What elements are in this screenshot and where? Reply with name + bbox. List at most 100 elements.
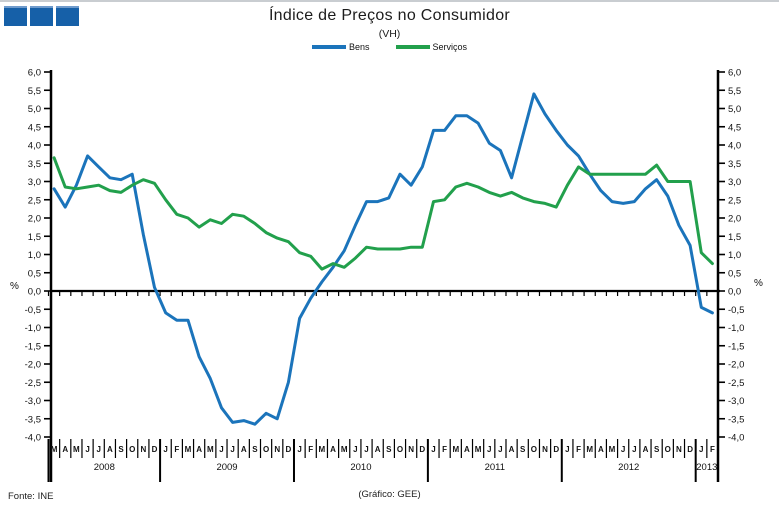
month-label: N [408,445,414,454]
month-label: O [665,445,671,454]
month-label: M [207,445,214,454]
y-tick-label-right: 5,5 [728,86,741,97]
y-tick-label-right: 2,0 [728,214,741,225]
legend-swatch-bens [311,45,346,49]
y-tick-label-right: -1,5 [728,341,744,352]
month-label: M [586,445,593,454]
month-label: S [654,445,660,454]
month-label: N [274,445,280,454]
month-label: D [553,445,559,454]
y-tick-label-right: -2,0 [728,360,744,371]
month-label: J [565,445,569,454]
y-tick-label-left: 4,0 [28,141,41,152]
month-label: J [431,445,435,454]
month-label: D [419,445,425,454]
y-tick-label-left: 2,5 [28,195,41,206]
y-tick-label-left: 5,0 [28,104,41,115]
chart-subtitle: (VH) [378,28,401,40]
month-label: F [174,445,179,454]
month-label: M [319,445,326,454]
y-tick-label-right: 6,0 [728,68,741,79]
month-label: S [520,445,526,454]
month-label: M [475,445,482,454]
chart-title: Índice de Preços no Consumidor [268,7,511,24]
month-label: F [710,445,715,454]
month-label: S [252,445,258,454]
year-label: 2009 [216,462,237,473]
y-tick-label-right: 5,0 [728,104,741,115]
year-label: 2013 [696,462,717,473]
source-note: Fonte: INE [8,491,54,502]
y-tick-label-right: -3,5 [728,414,744,425]
y-tick-label-left: -3,5 [25,414,41,425]
month-label: N [676,445,682,454]
y-tick-label-left: 4,5 [28,122,41,133]
month-label: A [509,445,515,454]
year-label: 2011 [485,462,505,473]
y-tick-label-left: 5,5 [28,86,41,97]
y-tick-label-right: 4,5 [728,122,741,133]
month-label: J [487,445,491,454]
month-label: J [699,445,703,454]
month-label: A [241,445,247,454]
y-tick-label-left: -1,5 [25,341,41,352]
month-label: A [62,445,68,454]
y-tick-label-right: -0,5 [728,305,744,316]
month-label: J [632,445,636,454]
month-label: J [297,445,301,454]
credit-note: (Gráfico: GEE) [358,489,421,500]
logo-square [30,6,53,26]
month-label: O [531,445,537,454]
y-axis-unit-right: % [754,278,763,289]
legend-item-servicos: Serviços [395,42,467,52]
y-tick-label-left: 0,5 [28,268,41,279]
y-tick-label-right: 0,0 [728,287,741,298]
month-label: M [73,445,80,454]
month-label: S [386,445,392,454]
month-label: J [85,445,89,454]
y-tick-label-left: 1,0 [28,250,41,261]
month-label: A [598,445,604,454]
month-label: J [230,445,234,454]
y-tick-label-right: -4,0 [728,433,744,444]
y-tick-label-left: -1,0 [25,323,41,334]
month-label: A [464,445,470,454]
year-label: 2012 [618,462,639,473]
y-tick-label-right: -1,0 [728,323,744,334]
month-label: A [107,445,113,454]
y-tick-label-left: -3,0 [25,396,41,407]
legend-swatch-servicos [395,45,430,49]
y-tick-label-right: 4,0 [728,141,741,152]
month-label: O [397,445,403,454]
month-label: N [140,445,146,454]
month-label: M [185,445,192,454]
y-tick-label-right: 3,5 [728,159,741,170]
y-tick-label-right: 2,5 [728,195,741,206]
logo-square [56,6,79,26]
legend-label-bens: Bens [348,42,370,52]
month-label: J [621,445,625,454]
month-label: J [364,445,368,454]
chart-legend: Bens Serviços [0,42,779,52]
month-label: M [51,445,58,454]
logo-square [4,6,27,26]
y-tick-label-left: 3,0 [28,177,41,188]
month-label: M [341,445,348,454]
month-label: F [308,445,313,454]
month-label: D [687,445,693,454]
y-tick-label-right: 1,0 [728,250,741,261]
y-tick-label-left: 6,0 [28,68,41,79]
series-line-servicos [52,156,714,271]
y-tick-label-left: 3,5 [28,159,41,170]
legend-item-bens: Bens [311,42,370,52]
y-tick-label-left: 2,0 [28,214,41,225]
y-tick-label-right: 0,5 [728,268,741,279]
month-label: J [353,445,357,454]
month-label: A [375,445,381,454]
month-label: N [542,445,548,454]
month-label: J [219,445,223,454]
month-label: A [643,445,649,454]
month-label: O [263,445,269,454]
